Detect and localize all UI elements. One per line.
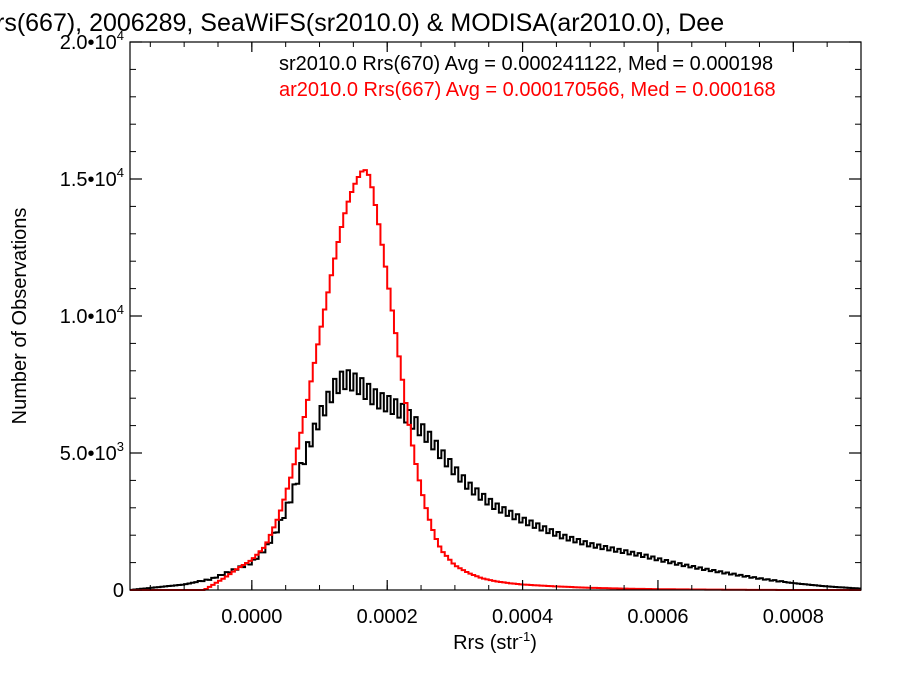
- x-tick-label-0: 0.0000: [221, 606, 282, 628]
- series-line-1: [130, 169, 861, 591]
- chart-title: rs(667), 2006289, SeaWiFS(sr2010.0) & MO…: [0, 9, 724, 37]
- x-axis-label-superscript: -1: [519, 629, 531, 644]
- y-tick-label-2: 1.0•104: [60, 302, 124, 328]
- legend: sr2010.0 Rrs(670) Avg = 0.000241122, Med…: [279, 53, 776, 101]
- x-axis: 0.0000 0.0002 0.0004 0.0006 0.0008: [149, 42, 862, 628]
- x-axis-label-close: ): [530, 632, 537, 654]
- x-axis-label: Rrs (str-1): [453, 629, 537, 654]
- x-axis-label-text: Rrs (str: [453, 632, 519, 654]
- x-tick-label-1: 0.0002: [357, 606, 418, 628]
- x-tick-label-2: 0.0004: [492, 606, 553, 628]
- x-tick-label-4: 0.0008: [763, 606, 824, 628]
- legend-entry-ar2010: ar2010.0 Rrs(667) Avg = 0.000170566, Med…: [279, 79, 776, 101]
- series-layer: [130, 169, 861, 591]
- series-line-0: [130, 369, 861, 591]
- legend-entry-sr2010: sr2010.0 Rrs(670) Avg = 0.000241122, Med…: [279, 53, 773, 75]
- y-axis: 0 5.0•103 1.0•104 1.5•104 2.0•104: [60, 28, 861, 602]
- y-tick-label-0: 0: [113, 580, 124, 602]
- x-tick-label-3: 0.0006: [627, 606, 688, 628]
- y-tick-label-4: 2.0•104: [60, 28, 124, 54]
- y-axis-label: Number of Observations: [9, 208, 31, 425]
- y-tick-label-1: 5.0•103: [60, 439, 124, 465]
- y-tick-label-3: 1.5•104: [60, 165, 124, 191]
